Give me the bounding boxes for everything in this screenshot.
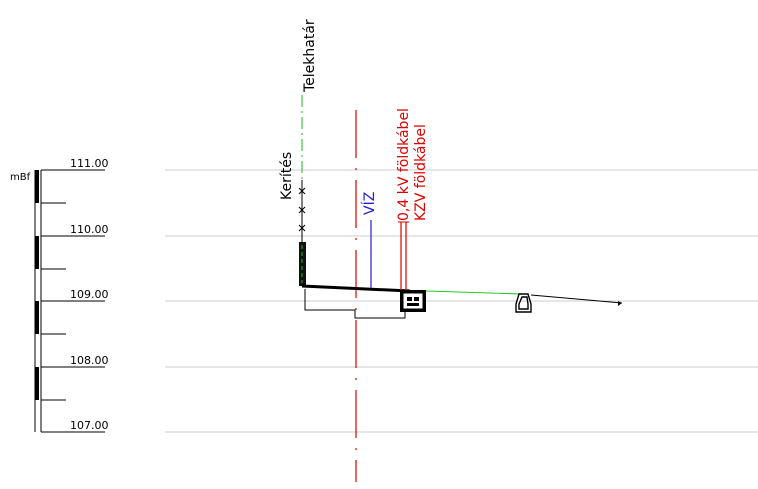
level-label-108: 108.00 xyxy=(70,354,109,367)
cable-04kv-label: 0,4 kV földkábel xyxy=(396,108,412,221)
cable-kzv-label: KZV földkábel xyxy=(413,124,429,221)
curb-element xyxy=(515,293,532,313)
water-label: VÍZ xyxy=(361,192,378,215)
level-label-111: 111.00 xyxy=(70,157,109,170)
level-label-109: 109.00 xyxy=(70,288,109,301)
level-label-107: 107.00 xyxy=(70,419,109,432)
scale-bar-segment xyxy=(35,170,39,203)
scale-bar-segment xyxy=(35,301,39,334)
sidewalk-subbase xyxy=(304,289,406,319)
road-surface-line xyxy=(530,294,623,304)
scale-bar-segment xyxy=(35,367,39,400)
utility-box xyxy=(400,290,426,312)
fence-label: Kerítés xyxy=(279,152,295,200)
scale-bar-segment xyxy=(35,236,39,269)
sidewalk-surface xyxy=(301,284,411,293)
terrain-line xyxy=(425,290,523,295)
fence-symbol xyxy=(298,180,306,242)
property-line-label: Telekhatár xyxy=(302,19,318,93)
level-gridlines xyxy=(165,169,758,433)
scale-unit-label: mBf xyxy=(10,172,31,183)
elevation-scale: mBf 111.00 110.00 109.00 108.00 107.00 xyxy=(10,157,109,433)
fence-foundation xyxy=(299,242,306,286)
level-label-110: 110.00 xyxy=(70,223,109,236)
road-end-marker xyxy=(618,301,622,306)
